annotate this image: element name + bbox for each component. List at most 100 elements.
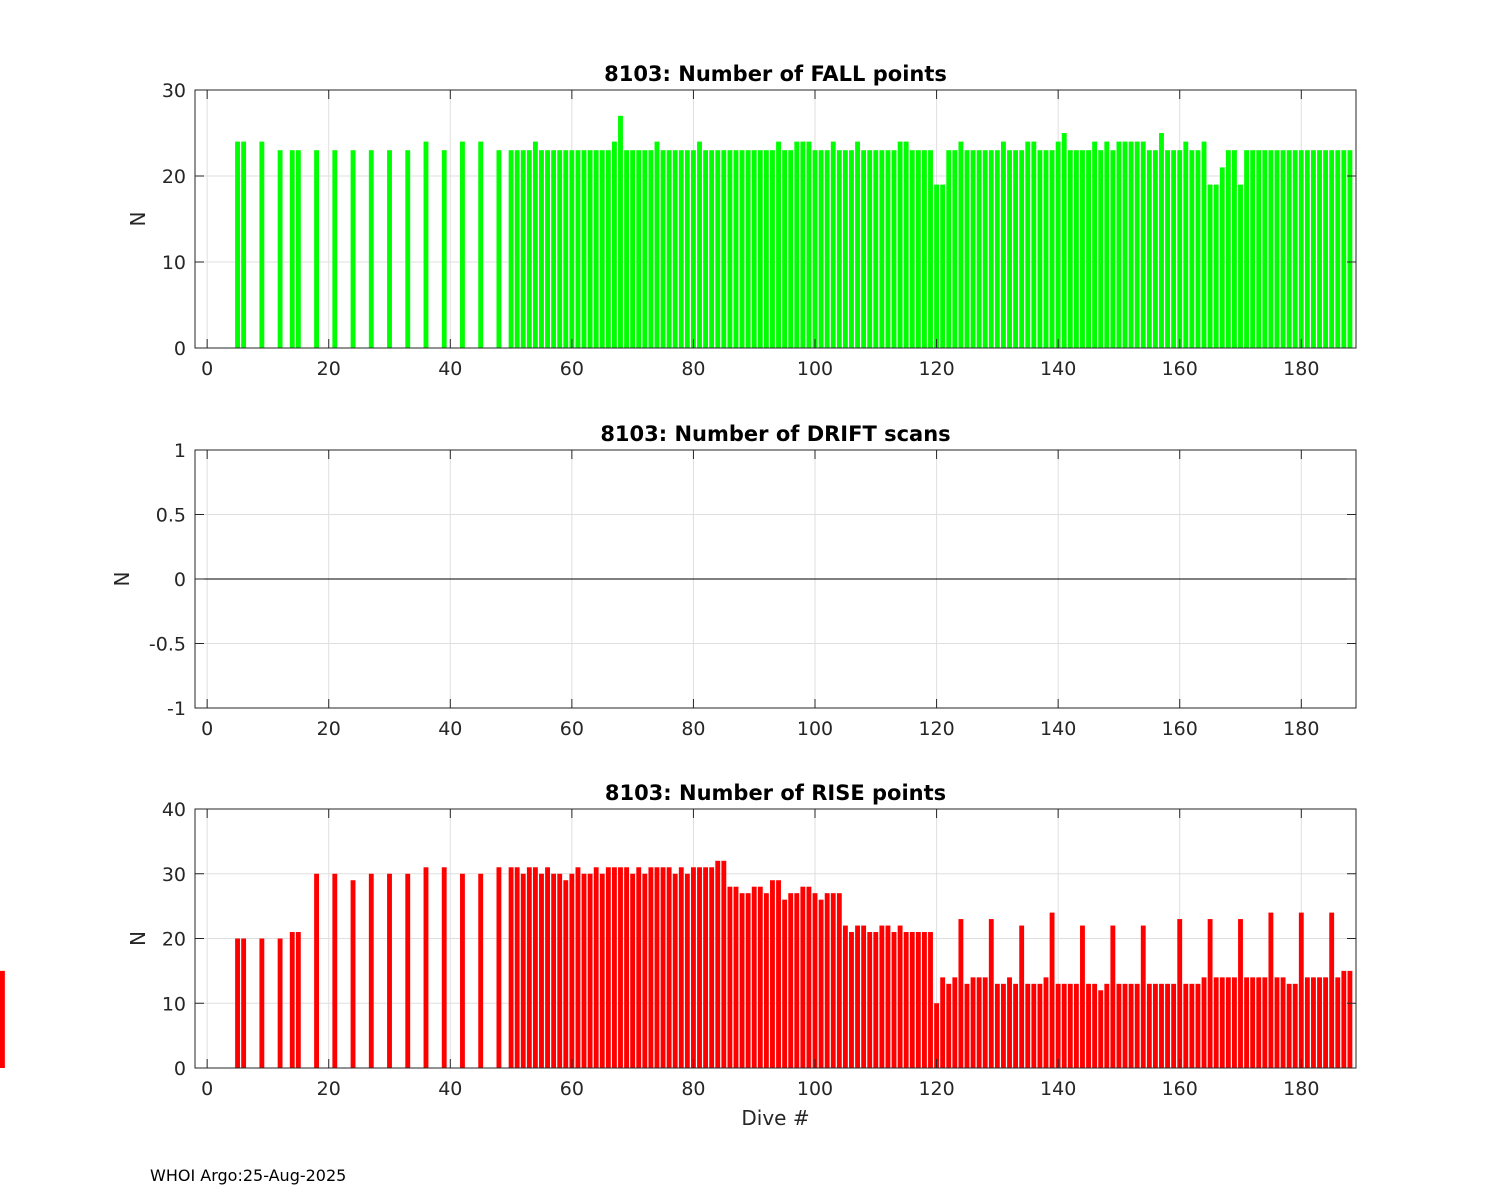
bar (1086, 150, 1091, 348)
bar (1292, 150, 1298, 348)
bar (1104, 141, 1110, 348)
x-tick-label: 80 (681, 718, 705, 740)
bar (581, 150, 587, 348)
bar (557, 150, 563, 348)
bar (1031, 141, 1037, 348)
bar (1231, 977, 1237, 1068)
bar (1055, 141, 1061, 348)
bar (952, 150, 958, 348)
bar (994, 150, 1000, 348)
bar (575, 150, 581, 348)
y-tick-label: 0 (174, 338, 186, 360)
bar (1347, 970, 1353, 1068)
bar (235, 938, 240, 1068)
bar (812, 893, 818, 1068)
bar (1061, 133, 1067, 348)
bar (654, 867, 660, 1068)
bar (982, 977, 988, 1068)
bar (1317, 150, 1322, 348)
y-tick-label: -0.5 (149, 634, 186, 656)
x-tick-label: 140 (1040, 1078, 1076, 1100)
bar (928, 150, 933, 348)
bar (703, 867, 709, 1068)
bar (751, 150, 757, 348)
x-tick-label: 0 (201, 1078, 213, 1100)
bar (1092, 141, 1098, 348)
bar (636, 150, 642, 348)
bar (763, 150, 769, 348)
bar (861, 150, 867, 348)
bar (1317, 977, 1322, 1068)
bar (1116, 141, 1122, 348)
bar (946, 983, 952, 1068)
bar (1274, 150, 1280, 348)
x-tick-label: 80 (681, 1078, 705, 1100)
y-tick-label: 20 (162, 929, 186, 951)
bar (599, 150, 605, 348)
bar (1116, 983, 1122, 1068)
bar (1341, 150, 1347, 348)
footer-credit: WHOI Argo:25-Aug-2025 (150, 1166, 347, 1185)
x-tick-label: 20 (317, 358, 341, 380)
bar (970, 150, 976, 348)
bar (1298, 150, 1304, 348)
bar (332, 873, 338, 1068)
bar (1298, 912, 1304, 1068)
bar (672, 150, 678, 348)
x-axis-label: Dive # (741, 1106, 809, 1130)
bar (508, 867, 514, 1068)
x-tick-label: 80 (681, 358, 705, 380)
x-tick-label: 180 (1283, 358, 1319, 380)
bar (867, 932, 873, 1068)
bar (928, 932, 933, 1068)
bar (660, 150, 666, 348)
bar (1335, 150, 1341, 348)
bar (745, 150, 751, 348)
bar (788, 893, 794, 1068)
x-tick-label: 60 (560, 718, 584, 740)
bar (1256, 150, 1262, 348)
bar (849, 932, 854, 1068)
bar (921, 150, 927, 348)
bar (1159, 983, 1164, 1068)
bar (478, 141, 484, 348)
bar (672, 873, 678, 1068)
bar (557, 873, 563, 1068)
y-tick-label: 0 (174, 569, 186, 591)
x-tick-label: 120 (918, 1078, 954, 1100)
bar (1207, 919, 1213, 1068)
bar (1225, 150, 1231, 348)
bar (1037, 983, 1043, 1068)
x-tick-label: 120 (918, 718, 954, 740)
bar (897, 925, 903, 1068)
bar (873, 150, 879, 348)
bar (782, 150, 788, 348)
bar (824, 893, 830, 1068)
x-tick-label: 180 (1283, 718, 1319, 740)
bar (259, 938, 265, 1068)
bar (563, 150, 569, 348)
bar (1080, 925, 1085, 1068)
bar (593, 150, 599, 348)
bar (1025, 983, 1031, 1068)
bar (575, 867, 581, 1068)
bar (1213, 184, 1219, 348)
bar (1256, 977, 1262, 1068)
bar (1244, 977, 1250, 1068)
y-axis-label: N (126, 212, 150, 227)
bar (1061, 983, 1067, 1068)
bar (1067, 150, 1073, 348)
x-tick-label: 120 (918, 358, 954, 380)
bar (1165, 983, 1170, 1068)
bar (496, 150, 502, 348)
bar (1238, 919, 1243, 1068)
bar (684, 873, 690, 1068)
x-tick-label: 180 (1283, 1078, 1319, 1100)
bar (964, 983, 970, 1068)
bar (545, 867, 550, 1068)
bar (368, 150, 374, 348)
bar (666, 867, 672, 1068)
x-tick-label: 60 (560, 1078, 584, 1100)
bar (964, 150, 970, 348)
bar (757, 886, 763, 1068)
